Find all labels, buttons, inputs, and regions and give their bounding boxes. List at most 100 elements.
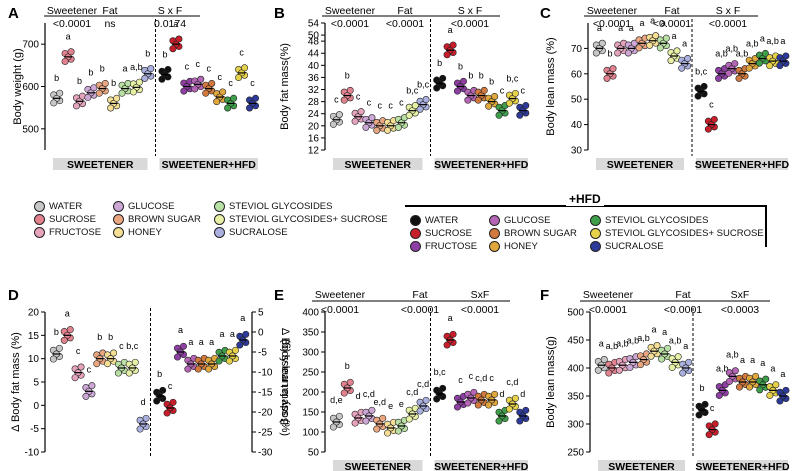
significance-letter: a,b xyxy=(715,49,728,59)
stat-value: <0.0001 xyxy=(331,18,369,30)
y-tick-label: 5 xyxy=(33,378,39,389)
data-point xyxy=(72,102,80,110)
data-point xyxy=(470,388,478,396)
group-label-box xyxy=(159,158,258,170)
data-point xyxy=(191,85,199,93)
significance-letter: e,d xyxy=(373,397,386,407)
stat-header: S x F xyxy=(716,5,741,17)
significance-letter: a,b xyxy=(746,38,759,48)
data-point xyxy=(329,423,337,431)
data-point xyxy=(511,89,519,97)
significance-letter: b,c xyxy=(417,79,430,89)
data-point xyxy=(731,367,739,375)
significance-letter: a xyxy=(199,337,204,347)
stat-value: <0.0001 xyxy=(53,18,91,30)
significance-letter: a xyxy=(770,364,775,374)
data-point xyxy=(82,392,90,400)
data-point xyxy=(678,64,686,72)
significance-letter: c xyxy=(710,403,715,413)
group-label-box xyxy=(598,460,685,471)
stat-header: Fat xyxy=(397,5,412,17)
data-point xyxy=(60,336,68,344)
data-point xyxy=(782,52,790,60)
data-point xyxy=(449,41,457,49)
significance-letter: a xyxy=(671,31,676,41)
significance-letter: a xyxy=(188,337,193,347)
data-point xyxy=(647,352,655,360)
significance-letter: b xyxy=(108,332,113,342)
data-point xyxy=(453,403,461,411)
data-point xyxy=(61,57,69,65)
y-axis-right-label: Δ Body lean mass (%) xyxy=(279,328,291,436)
data-point xyxy=(443,341,451,349)
significance-letter: c,d xyxy=(406,387,418,397)
data-point xyxy=(735,383,743,391)
y-tick-label: 20 xyxy=(28,308,40,319)
data-point xyxy=(636,361,644,369)
significance-letter: c xyxy=(521,85,526,95)
group-label: SWEETENER xyxy=(608,461,675,471)
significance-letter: a xyxy=(173,19,178,29)
y-tick-label: 600 xyxy=(22,82,39,93)
data-point xyxy=(485,401,493,409)
y-tick-right-label: -10 xyxy=(258,368,273,379)
data-point xyxy=(340,96,348,104)
data-point xyxy=(104,360,112,368)
y-tick-right-label: -30 xyxy=(258,448,273,459)
data-point xyxy=(141,74,149,82)
significance-letter: a xyxy=(209,337,214,347)
significance-letter: e xyxy=(399,399,404,409)
data-point xyxy=(373,425,381,433)
significance-letter: b xyxy=(157,369,162,379)
data-point xyxy=(605,369,613,377)
data-point xyxy=(173,353,181,361)
data-point xyxy=(215,357,223,365)
significance-letter: a xyxy=(240,313,245,323)
significance-letter: a,b xyxy=(716,364,729,374)
stat-header: Sweetener xyxy=(583,289,634,301)
data-point xyxy=(329,120,337,128)
data-point xyxy=(114,369,122,377)
data-point xyxy=(202,89,210,97)
data-point xyxy=(594,366,602,374)
y-tick-label: -5 xyxy=(30,424,39,435)
data-point xyxy=(725,69,733,77)
stat-header: Sweetener xyxy=(47,5,98,17)
data-point xyxy=(71,374,79,382)
panel-letter: E xyxy=(274,287,284,304)
y-tick-label: 40 xyxy=(308,61,320,72)
data-point xyxy=(646,41,654,49)
y-tick-label: -10 xyxy=(25,448,40,459)
data-point xyxy=(704,125,712,133)
data-point xyxy=(705,431,713,439)
significance-letter: b xyxy=(345,70,350,80)
data-point xyxy=(711,420,719,428)
significance-letter: a xyxy=(760,33,765,43)
stat-header: Fat xyxy=(102,5,117,17)
data-point xyxy=(522,102,530,110)
data-point xyxy=(603,74,611,82)
significance-letter: b xyxy=(479,70,484,80)
data-point xyxy=(241,64,249,72)
data-point xyxy=(163,409,171,417)
significance-letter: c xyxy=(367,98,372,108)
significance-letter: c xyxy=(378,101,383,111)
data-point xyxy=(746,383,754,391)
data-point xyxy=(439,74,447,82)
data-point xyxy=(433,84,441,92)
chart-panel-f: F 250 300 350 400 450 500 Body lean mass(g) Swee… xyxy=(540,287,790,471)
y-tick-label: 50 xyxy=(308,448,320,459)
data-point xyxy=(715,74,723,82)
y-tick-right-label: -25 xyxy=(258,428,273,439)
data-point xyxy=(236,341,244,349)
data-point xyxy=(762,375,770,383)
y-tick-label: 10 xyxy=(28,354,40,365)
data-point xyxy=(84,93,92,101)
data-point xyxy=(685,358,693,366)
group-label-box xyxy=(696,158,788,170)
data-point xyxy=(474,96,482,104)
data-point xyxy=(384,126,392,134)
significance-letter: a xyxy=(639,18,644,28)
significance-letter: a xyxy=(66,32,71,42)
